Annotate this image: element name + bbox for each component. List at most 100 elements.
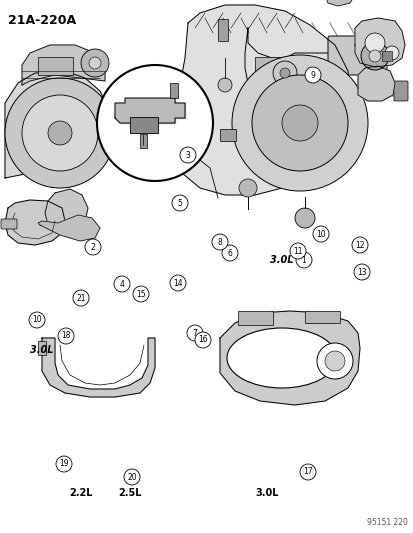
Circle shape — [187, 325, 202, 341]
Circle shape — [289, 243, 305, 259]
Circle shape — [304, 67, 320, 83]
Bar — [130, 117, 158, 133]
Circle shape — [360, 42, 388, 70]
Polygon shape — [219, 311, 359, 405]
Text: 2: 2 — [90, 243, 95, 252]
Bar — [38, 341, 46, 355]
Bar — [381, 51, 391, 61]
Text: 1: 1 — [301, 255, 306, 264]
Polygon shape — [165, 81, 195, 115]
Text: 2.2L: 2.2L — [69, 488, 93, 498]
Text: 3.0L: 3.0L — [255, 488, 278, 498]
Text: 5: 5 — [177, 198, 182, 207]
Polygon shape — [115, 98, 185, 123]
Circle shape — [351, 237, 367, 253]
Ellipse shape — [226, 328, 336, 388]
Text: 11: 11 — [292, 246, 302, 255]
Text: 16: 16 — [198, 335, 207, 344]
Circle shape — [81, 49, 109, 77]
Text: 17: 17 — [302, 467, 312, 477]
Text: 18: 18 — [61, 332, 71, 341]
Circle shape — [272, 61, 296, 85]
Polygon shape — [354, 18, 404, 67]
Circle shape — [211, 234, 228, 250]
Circle shape — [29, 312, 45, 328]
Circle shape — [114, 276, 130, 292]
Text: 14: 14 — [173, 279, 183, 287]
Circle shape — [238, 179, 256, 197]
Polygon shape — [45, 189, 88, 233]
Text: 10: 10 — [32, 316, 42, 325]
Polygon shape — [5, 71, 108, 178]
Circle shape — [5, 78, 115, 188]
Text: 95151 220: 95151 220 — [366, 518, 407, 527]
Polygon shape — [22, 45, 105, 85]
Circle shape — [97, 65, 212, 181]
Circle shape — [299, 464, 315, 480]
Text: 3: 3 — [185, 150, 190, 159]
Bar — [237, 311, 272, 325]
Text: 8: 8 — [217, 238, 222, 246]
FancyBboxPatch shape — [327, 36, 386, 75]
Circle shape — [56, 456, 72, 472]
Circle shape — [353, 264, 369, 280]
Circle shape — [22, 95, 98, 171]
Circle shape — [170, 275, 185, 291]
Circle shape — [294, 208, 314, 228]
Text: 7: 7 — [192, 328, 197, 337]
Bar — [304, 311, 339, 323]
Polygon shape — [324, 0, 354, 6]
Text: 20: 20 — [127, 472, 136, 481]
Circle shape — [231, 55, 367, 191]
Bar — [219, 129, 235, 141]
Polygon shape — [42, 338, 154, 397]
Text: 13: 13 — [356, 268, 366, 277]
Circle shape — [324, 351, 344, 371]
Text: 3.0L: 3.0L — [270, 255, 293, 265]
Circle shape — [295, 252, 311, 268]
Text: 21A-220A: 21A-220A — [8, 14, 76, 27]
Text: 21: 21 — [76, 294, 85, 303]
Circle shape — [384, 46, 398, 60]
Circle shape — [89, 57, 101, 69]
FancyBboxPatch shape — [380, 86, 404, 96]
Circle shape — [281, 105, 317, 141]
Polygon shape — [244, 28, 344, 96]
Polygon shape — [38, 215, 100, 241]
Circle shape — [180, 147, 195, 163]
Circle shape — [73, 290, 89, 306]
Circle shape — [221, 245, 237, 261]
Polygon shape — [357, 66, 394, 101]
Text: 12: 12 — [354, 240, 364, 249]
Circle shape — [133, 286, 149, 302]
Circle shape — [124, 469, 140, 485]
Circle shape — [195, 332, 211, 348]
Circle shape — [368, 50, 380, 62]
Circle shape — [85, 239, 101, 255]
Circle shape — [312, 226, 328, 242]
Text: 10: 10 — [316, 230, 325, 238]
Circle shape — [279, 68, 289, 78]
Text: 2.5L: 2.5L — [118, 488, 141, 498]
Bar — [170, 83, 178, 98]
Bar — [218, 19, 228, 41]
Text: 19: 19 — [59, 459, 69, 469]
FancyBboxPatch shape — [1, 219, 17, 229]
Bar — [140, 134, 147, 148]
FancyBboxPatch shape — [338, 85, 370, 99]
Circle shape — [316, 343, 352, 379]
Polygon shape — [175, 5, 349, 195]
Polygon shape — [5, 200, 65, 245]
Circle shape — [58, 328, 74, 344]
Circle shape — [364, 33, 384, 53]
Text: 6: 6 — [227, 248, 232, 257]
Text: 15: 15 — [136, 289, 145, 298]
Text: 3.0L: 3.0L — [30, 345, 54, 355]
Circle shape — [252, 75, 347, 171]
Text: 4: 4 — [119, 279, 124, 288]
FancyBboxPatch shape — [393, 81, 407, 101]
Bar — [38, 57, 73, 75]
Circle shape — [171, 195, 188, 211]
Circle shape — [218, 78, 231, 92]
Bar — [254, 57, 314, 85]
